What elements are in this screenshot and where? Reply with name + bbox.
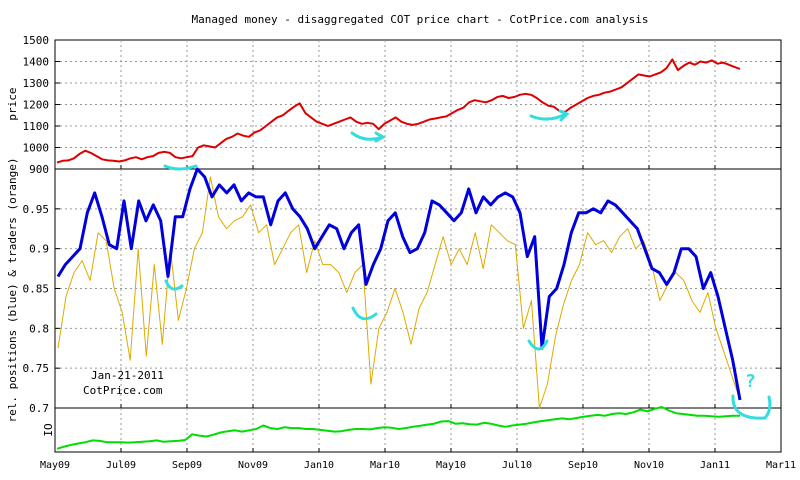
positions-series-line	[56, 167, 742, 401]
price-axis-label: price	[6, 87, 19, 120]
y-tick-label: 1200	[23, 99, 50, 112]
chart-title: Managed money - disaggregated COT price …	[192, 13, 649, 26]
x-tick-label: Sep10	[568, 460, 598, 471]
site-annotation: CotPrice.com	[83, 384, 163, 397]
x-tick-label: Mar11	[766, 460, 796, 471]
marker-arrow-head-mar10	[374, 131, 387, 143]
oi-panel-frame	[54, 407, 782, 453]
x-tick-label: Mar10	[370, 460, 400, 471]
oi-axis-label: OI	[41, 423, 54, 436]
y-tick-label: 1500	[23, 34, 50, 47]
y-tick-label: 0.95	[23, 203, 50, 216]
question-mark-annotation: ?	[745, 371, 756, 392]
x-tick-label: Sep09	[172, 460, 202, 471]
y-tick-label: 1100	[23, 120, 50, 133]
marker-price-low-jul10	[529, 112, 568, 121]
x-tick-label: May09	[40, 460, 70, 471]
y-tick-label: 0.8	[29, 322, 49, 335]
cot-panel-frame	[54, 168, 782, 409]
traders-series-line	[57, 176, 741, 409]
marker-cot-low-jan11	[731, 394, 772, 420]
oi-series-line	[56, 406, 740, 450]
y-tick-label: 1300	[23, 77, 50, 90]
x-tick-label: Nov09	[238, 460, 268, 471]
x-tick-label: Jul09	[106, 460, 136, 471]
marker-cot-low-aug09	[164, 279, 184, 291]
y-tick-label: 900	[29, 163, 49, 176]
highlight-markers	[163, 109, 772, 420]
y-tick-label: 0.9	[29, 243, 49, 256]
y-tick-label: 0.85	[23, 283, 50, 296]
y-tick-labels: 900 1000 1100 1200 1300 1400 1500 0.7 0.75 0.8 0.8…	[23, 34, 50, 415]
series-lines	[56, 58, 742, 450]
marker-cot-low-mar10	[351, 306, 378, 321]
y-tick-label: 1000	[23, 142, 50, 155]
x-tick-label: May10	[436, 460, 466, 471]
x-tick-label: Jan10	[304, 460, 334, 471]
marker-arrow-head-jul10	[558, 109, 570, 122]
y-tick-label: 0.7	[29, 402, 49, 415]
date-annotation: Jan-21-2011	[91, 369, 164, 382]
marker-price-low-sep09	[163, 164, 198, 171]
x-tick-label: Nov10	[634, 460, 664, 471]
x-tick-label: Jan11	[700, 460, 730, 471]
y-tick-label: 1400	[23, 56, 50, 69]
x-tick-label: Jul10	[502, 460, 532, 471]
cot-axis-label: rel. positions (blue) & traders (orange)	[6, 158, 19, 423]
price-series-line	[56, 58, 741, 164]
y-tick-label: 0.75	[23, 362, 50, 375]
marker-cot-low-jul10	[527, 339, 549, 351]
x-tick-labels: May09 Jul09 Sep09 Nov09 Jan10 Mar10 May10 Jul10…	[40, 460, 796, 471]
